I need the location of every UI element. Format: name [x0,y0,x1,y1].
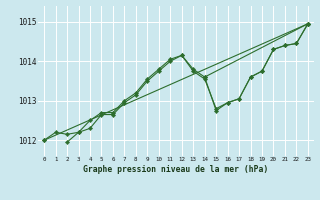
X-axis label: Graphe pression niveau de la mer (hPa): Graphe pression niveau de la mer (hPa) [84,165,268,174]
